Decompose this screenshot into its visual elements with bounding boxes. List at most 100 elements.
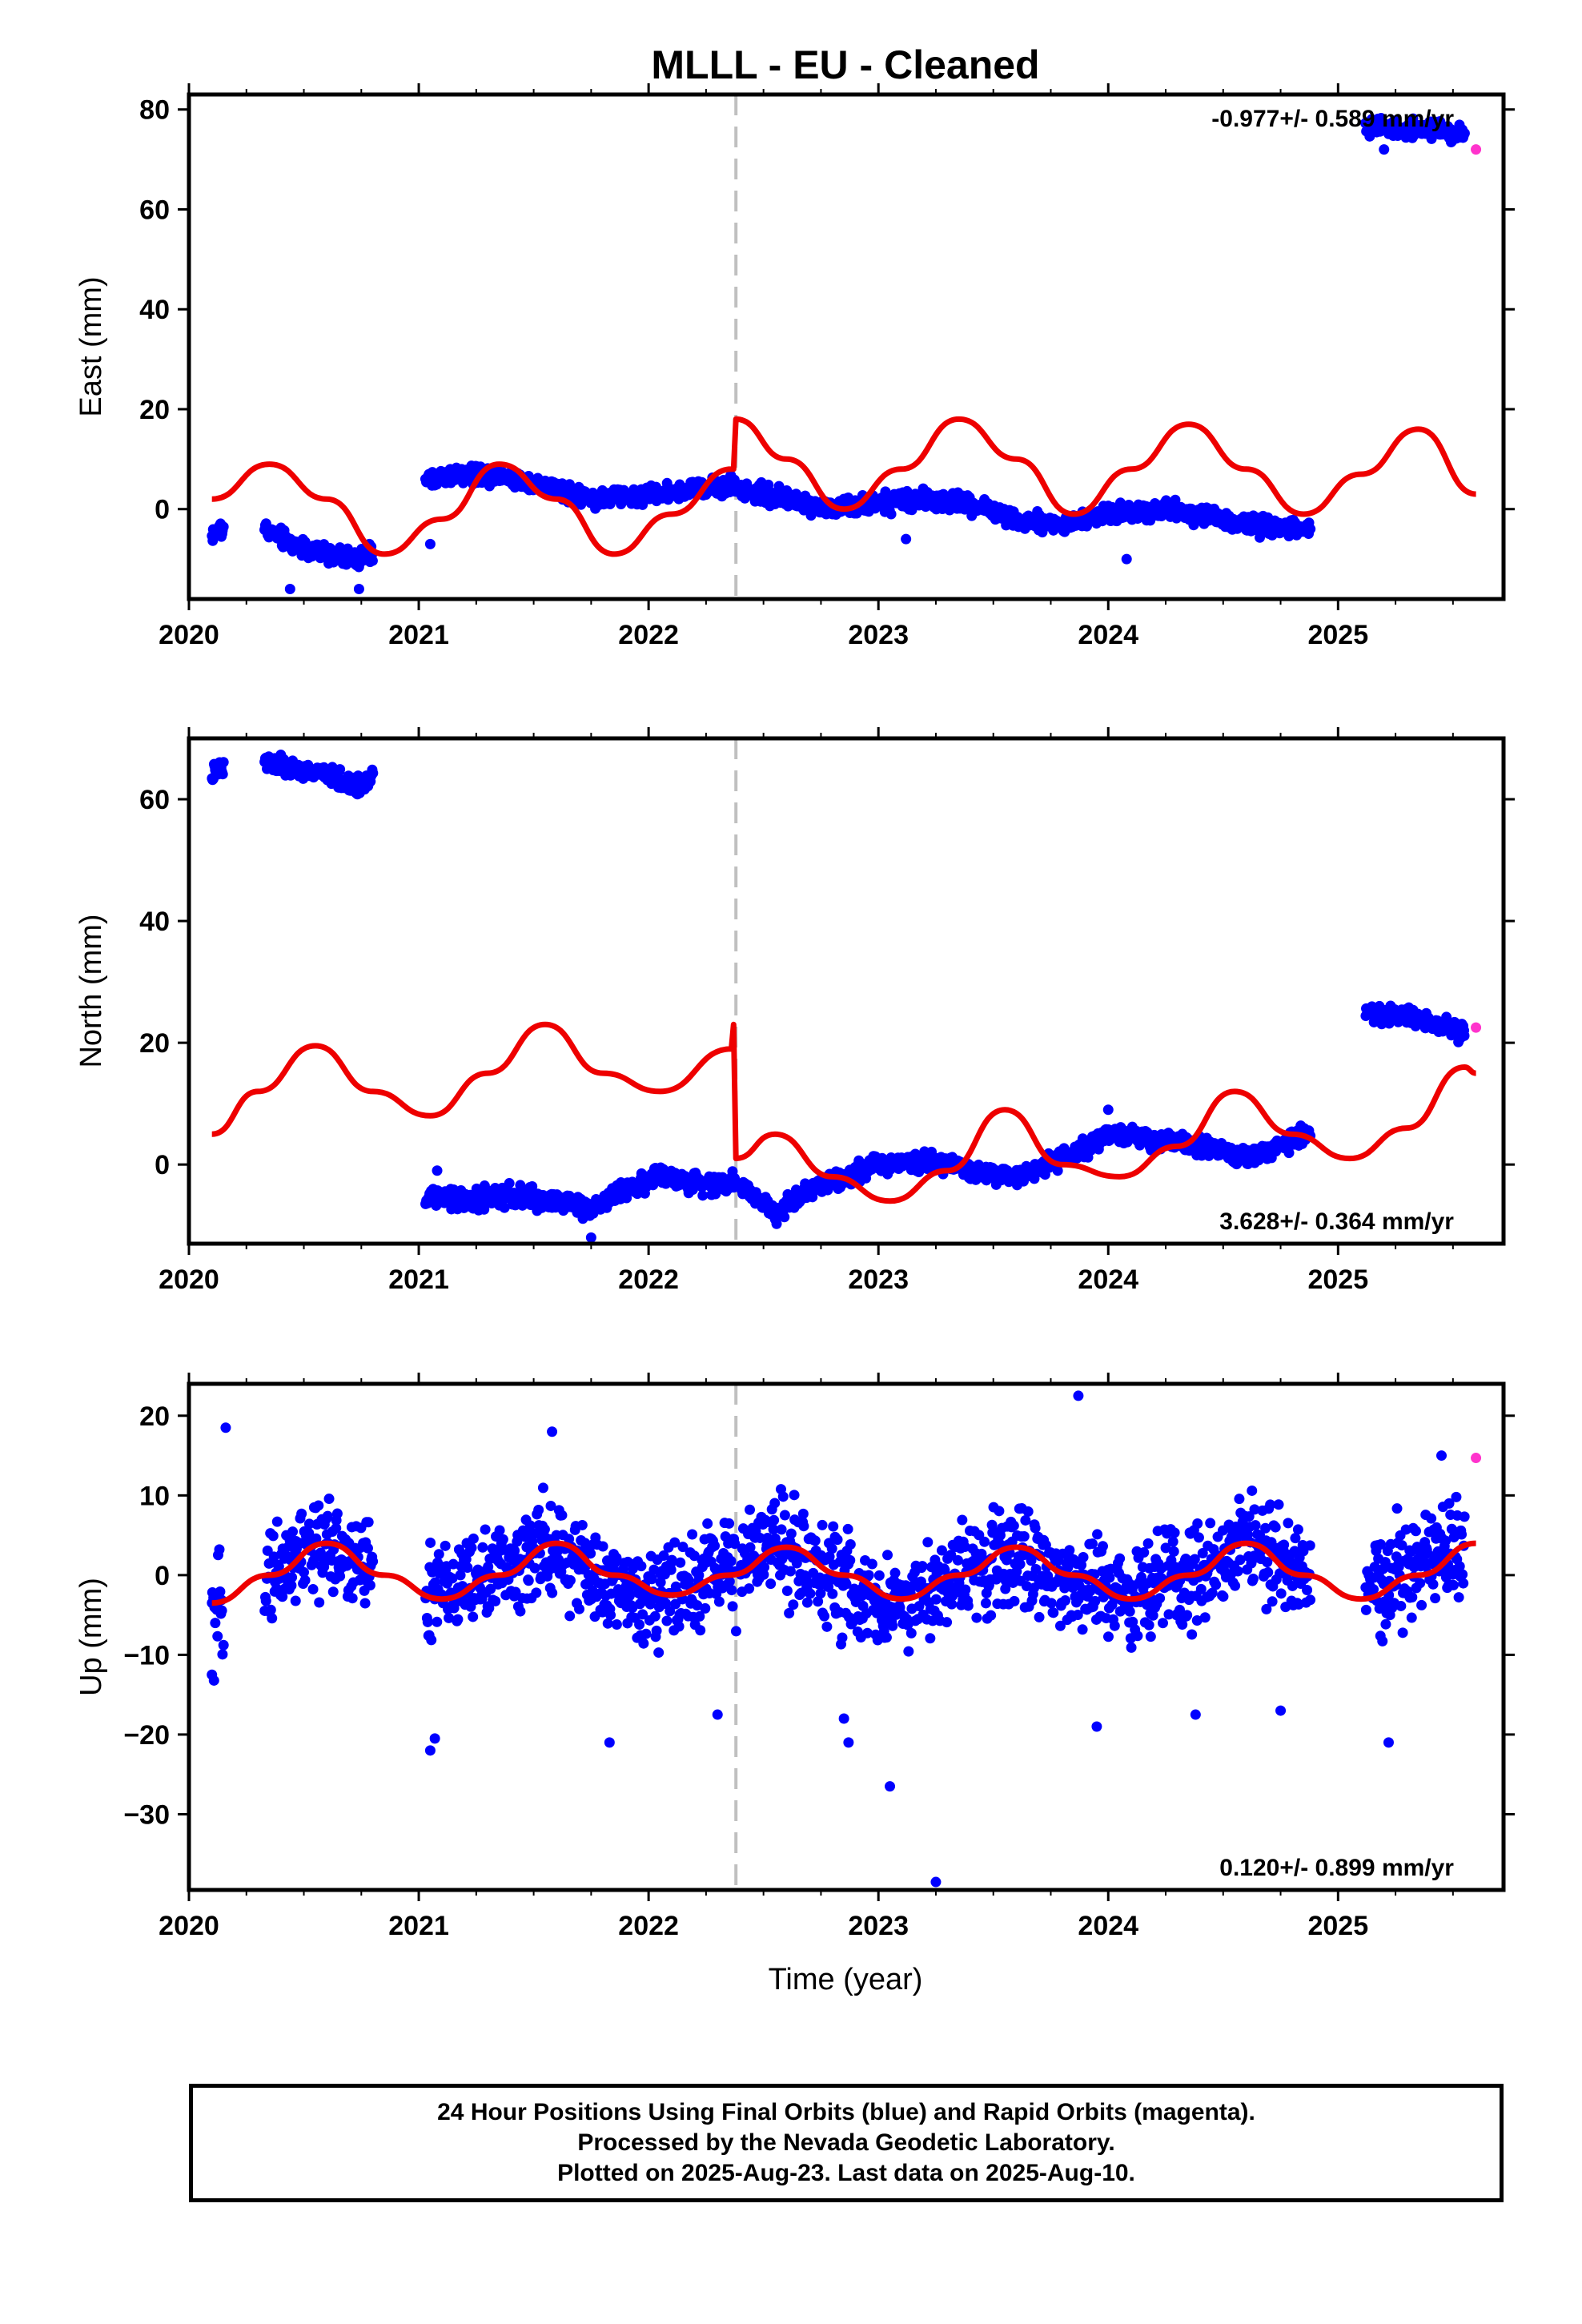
final-orbit-point: [214, 1544, 225, 1555]
final-orbit-point: [809, 1535, 821, 1546]
final-orbit-point: [1267, 1596, 1278, 1607]
final-orbit-point: [564, 1574, 576, 1586]
final-orbit-point: [444, 1612, 455, 1623]
final-orbit-point: [1440, 1535, 1452, 1546]
panel-up: 2020 2021 2022 2023 2024 202520100−10−20−30Up…: [74, 1373, 1515, 1941]
final-orbit-point: [216, 1605, 227, 1616]
final-orbit-point: [1302, 1584, 1313, 1595]
final-orbit-point: [695, 1625, 706, 1636]
final-orbit-point: [1078, 1552, 1089, 1563]
final-orbit-point: [821, 1621, 833, 1632]
final-orbit-outlier: [429, 1733, 440, 1744]
final-orbit-point: [1458, 1578, 1469, 1589]
x-tick-label: 2021: [388, 1265, 449, 1295]
final-orbit-point: [744, 1583, 755, 1594]
final-orbit-point: [1270, 1522, 1281, 1533]
final-orbit-point: [323, 1494, 335, 1505]
final-orbit-point: [661, 1598, 672, 1609]
chart-title: MLLL - EU - Cleaned: [651, 42, 1039, 87]
final-orbit-point: [824, 1551, 835, 1562]
final-orbit-point: [832, 1534, 843, 1546]
final-orbit-point: [1368, 1584, 1379, 1595]
final-orbit-point: [655, 1577, 666, 1588]
final-orbit-point: [754, 1532, 765, 1543]
final-orbit-point: [675, 1557, 686, 1568]
final-orbit-point: [217, 1649, 228, 1660]
final-orbit-outlier: [585, 1232, 596, 1243]
final-orbit-outlier: [885, 1781, 896, 1792]
final-orbit-point: [889, 1567, 901, 1578]
final-orbit-point: [1247, 1573, 1259, 1584]
x-tick-label: 2021: [388, 1911, 449, 1941]
final-orbit-point: [515, 1606, 526, 1617]
plot-frame: [187, 736, 1506, 1246]
final-orbit-point: [640, 1628, 652, 1639]
final-orbit-point: [1064, 1545, 1075, 1556]
final-orbit-point: [952, 1554, 963, 1566]
final-orbit-point: [726, 1585, 737, 1596]
final-orbit-point: [1046, 1598, 1057, 1609]
final-orbit-point: [273, 1561, 284, 1572]
final-orbit-point: [564, 1610, 576, 1622]
final-orbit-point: [1191, 1615, 1203, 1626]
final-orbit-point: [1193, 1532, 1204, 1543]
final-orbit-point: [776, 1524, 787, 1535]
final-orbit-point: [585, 1548, 596, 1559]
final-orbit-point: [1459, 127, 1470, 139]
final-orbit-point: [881, 1632, 892, 1643]
final-orbit-point: [1132, 1630, 1143, 1642]
final-orbit-outlier: [901, 533, 912, 545]
final-orbit-point: [979, 1536, 990, 1547]
data-points: [207, 94, 1482, 599]
final-orbit-point: [925, 1633, 936, 1644]
final-orbit-point: [1142, 1538, 1154, 1549]
final-orbit-outlier: [843, 1737, 854, 1748]
final-orbit-point: [1430, 1593, 1441, 1604]
final-orbit-point: [959, 1542, 970, 1553]
final-orbit-point: [1451, 1491, 1462, 1502]
final-orbit-outlier: [1073, 1390, 1084, 1401]
final-orbit-point: [359, 1598, 371, 1609]
final-orbit-point: [986, 1610, 997, 1621]
final-orbit-point: [1062, 1562, 1074, 1574]
final-orbit-point: [730, 1626, 741, 1637]
final-orbit-point: [1040, 1539, 1051, 1550]
final-orbit-point: [210, 1618, 221, 1629]
final-orbit-point: [615, 1588, 626, 1599]
final-orbit-point: [1243, 1511, 1255, 1522]
final-orbit-point: [440, 1540, 451, 1551]
final-orbit-point: [773, 480, 785, 492]
final-orbit-point: [697, 1190, 709, 1201]
final-orbit-point: [1000, 1583, 1011, 1594]
final-orbit-point: [1170, 494, 1181, 505]
final-orbit-point: [971, 1612, 982, 1623]
final-orbit-point: [1250, 1520, 1261, 1531]
final-orbit-point: [455, 1570, 466, 1581]
final-orbit-point: [1034, 1611, 1045, 1622]
final-orbit-point: [1092, 1529, 1103, 1540]
final-orbit-point: [725, 1555, 737, 1566]
final-orbit-point: [1029, 1173, 1040, 1184]
final-orbit-point: [653, 1647, 665, 1659]
final-orbit-point: [994, 1506, 1005, 1517]
final-orbit-point: [1126, 1642, 1137, 1653]
final-orbit-point: [1205, 1518, 1216, 1529]
final-orbit-point: [649, 1610, 661, 1622]
final-orbit-point: [218, 757, 229, 768]
data-points: [207, 1384, 1482, 1890]
final-orbit-point: [1147, 1610, 1158, 1621]
final-orbit-outlier: [1379, 144, 1390, 155]
final-orbit-point: [1427, 1578, 1439, 1590]
y-axis-label: Up (mm): [74, 1578, 108, 1696]
final-orbit-point: [1395, 1600, 1407, 1611]
final-orbit-point: [1076, 1559, 1087, 1570]
final-orbit-point: [1407, 1591, 1418, 1602]
y-tick-label: 0: [155, 1561, 170, 1591]
x-tick-label: 2022: [618, 1911, 679, 1941]
final-orbit-point: [602, 1618, 613, 1629]
final-orbit-point: [666, 1554, 677, 1566]
x-tick-label: 2025: [1307, 1911, 1368, 1941]
final-orbit-point: [801, 1597, 813, 1608]
final-orbit-point: [468, 1611, 479, 1622]
